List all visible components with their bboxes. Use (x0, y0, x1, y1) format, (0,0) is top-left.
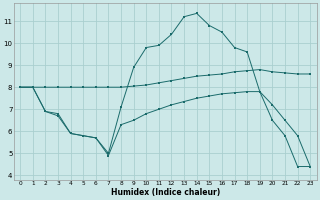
X-axis label: Humidex (Indice chaleur): Humidex (Indice chaleur) (111, 188, 220, 197)
